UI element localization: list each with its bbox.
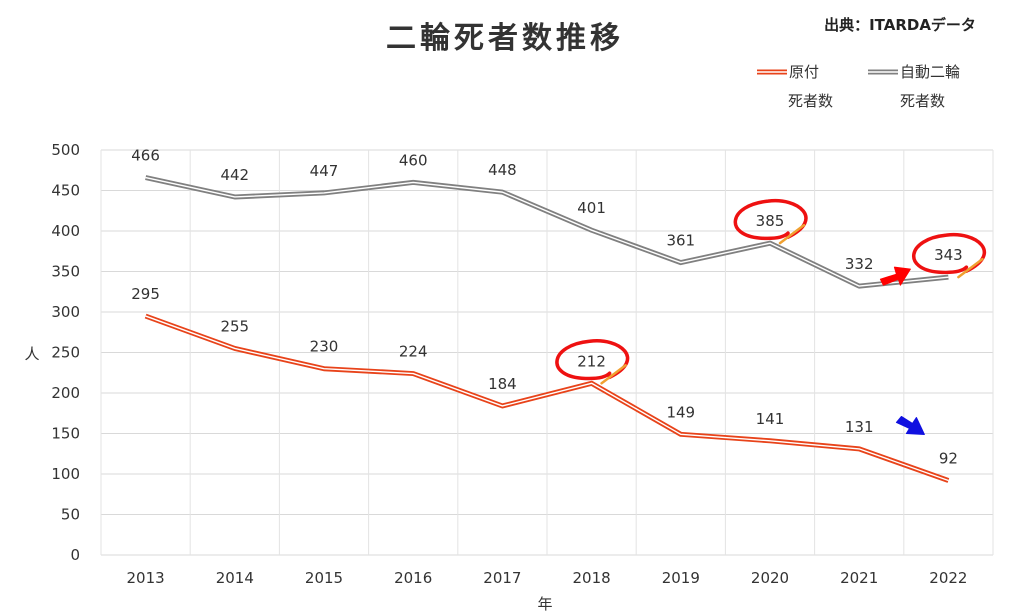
legend: 原付 死者数 自動二輪 死者数 [757,63,960,110]
legend-item-genzuki: 原付 死者数 [757,63,833,110]
x-tick-label: 2017 [483,569,521,587]
x-axis-ticks: 2013 2014 2015 2016 2017 2018 2019 2020 2021 2022 [127,569,968,587]
y-tick-label: 50 [61,506,80,524]
annotation-circle-tail [600,364,627,385]
annotations [555,198,987,435]
x-tick-label: 2014 [216,569,254,587]
x-tick-label: 2021 [840,569,878,587]
data-label-genzuki: 131 [845,418,874,436]
data-label-jidounirin: 332 [845,255,874,273]
y-tick-label: 400 [51,222,80,240]
data-label-genzuki: 184 [488,375,517,393]
annotation-circle [912,232,987,275]
data-label-genzuki: 92 [939,449,958,467]
data-label-jidounirin: 466 [131,147,160,165]
x-tick-label: 2019 [662,569,700,587]
data-label-jidounirin: 401 [577,199,606,217]
series-lines [144,175,950,483]
y-tick-label: 0 [70,546,80,564]
chart-title: 二輪死者数推移 [386,21,624,56]
source-note: 出典：ITARDAデータ [824,16,976,34]
data-labels: 295 255 230 224 184 212 149 141 131 92 466 442 447 46… [131,147,962,468]
data-label-jidounirin: 460 [399,151,428,169]
annotation-circle [555,339,630,381]
data-label-jidounirin: 448 [488,161,517,179]
legend-label-genzuki: 原付 [789,63,819,81]
y-axis-ticks: 0 50 100 150 200 250 300 350 400 450 500 [51,141,80,564]
x-tick-label: 2018 [573,569,611,587]
x-axis-title: 年 [537,595,552,612]
y-tick-label: 350 [51,263,80,281]
data-label-jidounirin: 385 [756,212,785,230]
data-label-genzuki: 149 [666,403,695,421]
data-label-jidounirin: 442 [220,166,249,184]
series-line-jidounirin-inner [145,176,949,287]
x-tick-label: 2016 [394,569,432,587]
data-label-genzuki: 295 [131,285,160,303]
x-tick-label: 2022 [929,569,967,587]
y-tick-label: 200 [51,384,80,402]
data-label-genzuki: 212 [577,352,606,370]
y-tick-label: 250 [51,344,80,362]
x-tick-label: 2020 [751,569,789,587]
data-label-jidounirin: 343 [934,246,963,264]
annotation-circle-tail [778,223,806,245]
data-label-jidounirin: 447 [310,162,339,180]
legend-label-genzuki-line2: 死者数 [788,92,833,110]
y-tick-label: 300 [51,303,80,321]
y-tick-label: 150 [51,425,80,443]
annotation-arrow [879,266,911,286]
gridlines [100,149,994,556]
data-label-genzuki: 224 [399,343,428,361]
x-tick-label: 2015 [305,569,343,587]
legend-label-jidounirin-line2: 死者数 [900,92,945,110]
annotation-circle-tail [957,257,984,279]
data-label-genzuki: 141 [756,410,785,428]
x-tick-label: 2013 [127,569,165,587]
legend-label-jidounirin: 自動二輪 [900,63,960,81]
series-line-genzuki-inner [145,315,949,482]
legend-item-jidounirin: 自動二輪 死者数 [868,63,960,110]
y-tick-label: 500 [51,141,80,159]
data-label-jidounirin: 361 [666,232,695,250]
y-tick-label: 450 [51,182,80,200]
y-tick-label: 100 [51,465,80,483]
annotation-arrow [895,415,925,435]
data-label-genzuki: 255 [220,317,249,335]
y-axis-title: 人 [24,345,39,363]
data-label-genzuki: 230 [310,338,339,356]
annotation-circle [733,198,808,241]
